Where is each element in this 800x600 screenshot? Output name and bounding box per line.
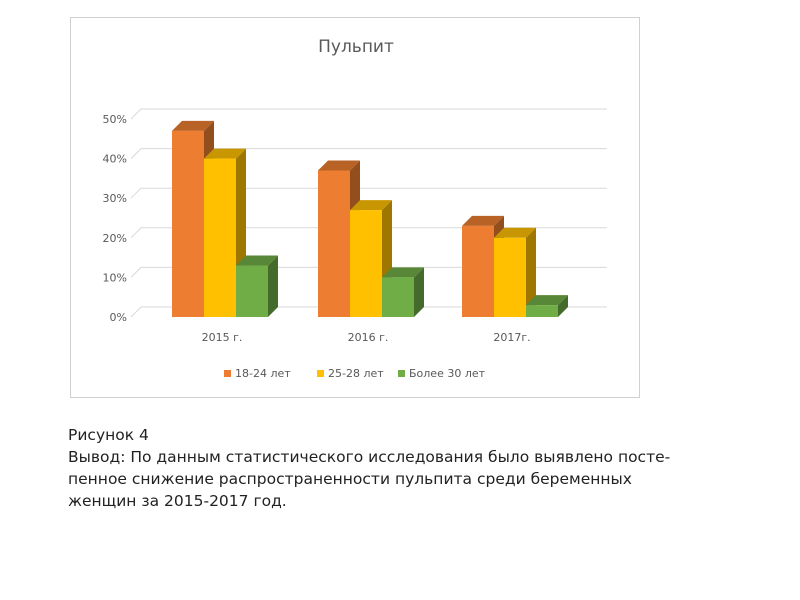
bar-side [526, 227, 536, 317]
bar-top [204, 148, 246, 159]
bar [318, 170, 350, 317]
x-tick-label: 2016 г. [348, 331, 389, 344]
y-tick-label: 50% [103, 113, 127, 126]
legend-label: Более 30 лет [409, 367, 486, 380]
conclusion-line-1: Вывод: По данным статистического исследо… [68, 448, 671, 466]
gridline [130, 227, 607, 239]
bar-side [268, 255, 278, 317]
gridline [130, 148, 607, 159]
bar [236, 265, 268, 317]
conclusion-line-3: женщин за 2015-2017 год. [68, 492, 287, 510]
bar [382, 277, 414, 317]
legend-label: 25-28 лет [328, 367, 384, 380]
y-tick-label: 10% [103, 271, 127, 284]
chart-title: Пульпит [318, 37, 394, 57]
bar-top [172, 120, 214, 131]
gridline [130, 266, 607, 278]
y-tick-label: 40% [103, 153, 127, 166]
bar [350, 210, 382, 317]
x-tick-label: 2017г. [493, 331, 530, 344]
bar [172, 130, 204, 317]
legend-swatch [398, 370, 405, 377]
gridline [130, 306, 607, 318]
bar-top [526, 295, 568, 306]
bar-top [236, 255, 278, 266]
bar-top [318, 160, 360, 171]
x-tick-label: 2015 г. [202, 331, 243, 344]
y-tick-label: 30% [103, 192, 127, 205]
bar [494, 237, 526, 317]
bar [204, 158, 236, 317]
bar-top [350, 200, 392, 211]
bar-top [382, 267, 424, 278]
legend-label: 18-24 лет [235, 367, 291, 380]
conclusion-line-2: пенное снижение распространенности пульп… [68, 470, 632, 488]
gridline [130, 187, 607, 199]
bar [526, 305, 558, 317]
legend-swatch [224, 370, 231, 377]
gridline [130, 108, 607, 120]
bar-top [462, 215, 504, 226]
bar-side [558, 295, 568, 317]
bar-side [414, 267, 424, 317]
legend-swatch [317, 370, 324, 377]
figure-caption: Рисунок 4 Вывод: По данным статистическо… [68, 424, 758, 512]
figure-label: Рисунок 4 [68, 426, 149, 444]
y-tick-label: 0% [110, 311, 127, 324]
pulpitis-chart: Пульпит 0% 10% 20% 30% 40% 50% 2015 г. 2016 г. 20… [103, 37, 607, 380]
chart-container: Пульпит 0% 10% 20% 30% 40% 50% 2015 г. 2016 г. 20… [70, 17, 640, 398]
y-tick-label: 20% [103, 232, 127, 245]
bar-top [494, 227, 536, 238]
bar [462, 225, 494, 317]
